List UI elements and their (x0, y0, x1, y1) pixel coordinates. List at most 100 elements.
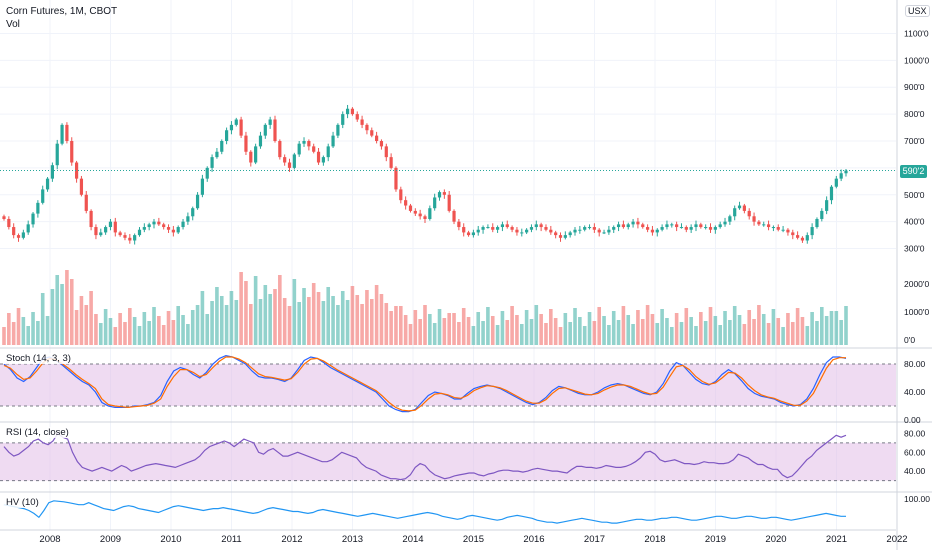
volume-bar (466, 317, 471, 345)
indicator-tick-label: 0.00 (904, 415, 921, 425)
candle-body (195, 194, 200, 209)
candle-body (312, 146, 316, 152)
volume-bar (89, 291, 93, 345)
volume-bar (137, 326, 142, 345)
candle-body (462, 227, 466, 233)
candle-body (694, 224, 698, 228)
time-axis[interactable]: 2008 2009 2010 2011 2012 2013 2014 2015 2016 2017… (0, 529, 908, 545)
volume-bar (205, 314, 210, 345)
candle-body (510, 227, 514, 230)
candle-body (384, 146, 388, 158)
volume-bar (166, 311, 171, 345)
candle-body (612, 227, 616, 230)
volume-bar (200, 291, 205, 345)
currency-badge[interactable]: USX (905, 5, 930, 17)
candle-body (834, 178, 838, 187)
indicator-tick-label: 80.00 (904, 359, 926, 369)
candle-body (345, 108, 350, 115)
volume-bar (495, 325, 500, 345)
band-fill (0, 442, 896, 481)
x-tick-label: 2016 (523, 534, 544, 545)
candle-body (815, 218, 819, 228)
candle-body (249, 151, 253, 163)
candle-body (404, 200, 408, 206)
volume-bar (558, 327, 563, 345)
volume-bar (539, 314, 543, 345)
candle-body (805, 235, 809, 241)
candle-body (336, 124, 340, 136)
stoch-label[interactable]: Stoch (14, 3, 3) (4, 353, 73, 364)
candle-body (670, 224, 674, 226)
volume-bar (292, 279, 297, 345)
candle-body (166, 227, 171, 230)
volume-bar (282, 298, 287, 345)
volume-bar (103, 309, 108, 345)
volume-bar (597, 307, 602, 345)
candle-body (365, 124, 369, 131)
volume-bar (776, 318, 781, 345)
volume-bar (728, 320, 732, 345)
volume-bar (524, 310, 529, 345)
volume-bar (824, 316, 829, 345)
x-tick-label: 2008 (39, 534, 60, 545)
volume-bar (403, 315, 408, 345)
candle-body (607, 229, 611, 233)
volume-bar (645, 305, 650, 345)
candle-body (94, 227, 98, 236)
candle-body (50, 165, 54, 179)
indicator-line (3, 432, 847, 481)
volume-bar (805, 326, 810, 345)
candle-body (45, 178, 50, 190)
candle-body (776, 227, 780, 230)
volume-bar (389, 311, 393, 345)
candle-body (26, 224, 30, 233)
candle-body (360, 119, 364, 125)
volume-bar (447, 313, 451, 345)
candle-body (665, 224, 669, 228)
candle-body (79, 178, 84, 195)
volume-bar (471, 326, 476, 345)
volume-tick-label: 0'0 (904, 335, 915, 345)
volume-bar (718, 325, 722, 345)
volume-bar (568, 322, 572, 345)
candle-body (752, 216, 756, 222)
volume-bar (360, 304, 364, 345)
volume-bar (582, 326, 587, 345)
candle-body (558, 235, 563, 238)
candle-body (307, 141, 311, 147)
candle-body (723, 221, 727, 225)
candle-body (486, 227, 490, 229)
indicator-tick-label: 60.00 (904, 447, 926, 457)
candle-body (331, 135, 335, 147)
candle-body (176, 227, 180, 233)
volume-bar (442, 318, 447, 345)
candle-body (283, 157, 287, 163)
volume-bar (694, 326, 698, 345)
volume-bar (108, 318, 113, 345)
candle-body (370, 130, 374, 136)
candle-body (104, 227, 108, 233)
price-axis[interactable]: 300'0400'0500'0600'0700'0800'0900'01000'… (896, 0, 930, 550)
volume-bar (573, 308, 577, 345)
candle-body (529, 227, 534, 230)
volume-bar (190, 310, 195, 345)
volume-tick-label: 2000'0 (904, 279, 930, 289)
hv-label[interactable]: HV (10) (4, 497, 41, 508)
candle-body (699, 224, 703, 228)
candle-body (113, 221, 117, 233)
volume-bar (94, 314, 98, 345)
volume-bar (307, 297, 311, 345)
candle-body (74, 162, 79, 179)
volume-bar (118, 313, 122, 345)
candle-body (302, 141, 306, 144)
candle-body (2, 216, 6, 219)
rsi-label[interactable]: RSI (14, close) (4, 427, 71, 438)
volume-bar (529, 319, 534, 345)
candle-body (128, 237, 132, 241)
volume-bar (219, 296, 224, 345)
x-tick-label: 2014 (402, 534, 423, 545)
candle-body (655, 229, 659, 233)
candle-body (423, 216, 427, 219)
volume-bar (340, 291, 345, 345)
